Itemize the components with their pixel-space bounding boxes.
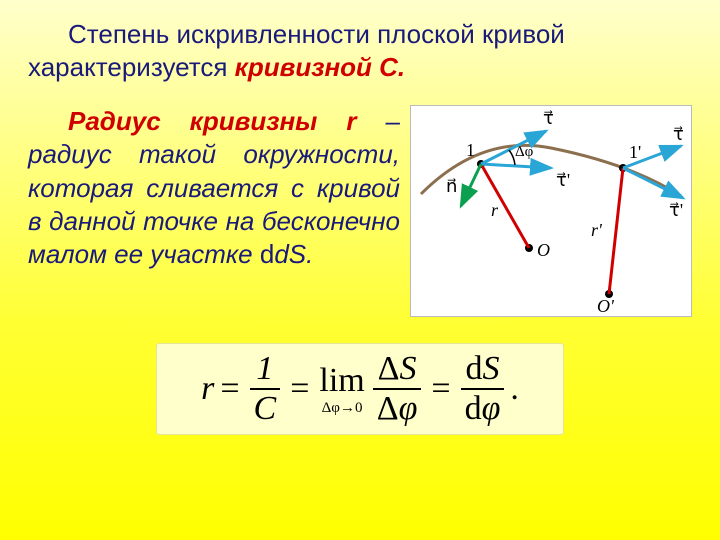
f-r: r — [201, 370, 214, 408]
label-Op: O' — [597, 296, 615, 316]
definition-block: Радиус кривизны r – радиус такой окружно… — [28, 105, 692, 317]
slide: Степень искривленности плоской кривой ха… — [0, 0, 720, 435]
f-eq1: = — [220, 370, 239, 408]
frac-dS: dS dφ — [461, 352, 505, 426]
curvature-diagram: 1 1' τ⃗ τ⃗' τ⃗ τ⃗' n⃗ Δφ r r' O O' — [410, 105, 692, 317]
label-r: r — [491, 200, 499, 220]
label-O: O — [537, 240, 550, 260]
curvature-term: кривизной C. — [235, 52, 406, 82]
label-dphi: Δφ — [515, 144, 534, 160]
frac-DS: ΔS Δφ — [373, 352, 422, 426]
diagram-svg: 1 1' τ⃗ τ⃗' τ⃗ τ⃗' n⃗ Δφ r r' O O' — [411, 106, 691, 316]
label-tau2: τ⃗ — [673, 124, 684, 144]
label-taup: τ⃗' — [556, 170, 570, 190]
formula-box: r = 1 C = lim Δφ→0 ΔS Δφ = dS dφ — [156, 343, 564, 435]
f-eq2: = — [290, 370, 309, 408]
label-tau: τ⃗ — [543, 108, 554, 128]
label-onep: 1' — [629, 142, 641, 162]
f-eq3: = — [431, 370, 450, 408]
label-one: 1 — [466, 140, 475, 160]
definition-text: Радиус кривизны r – радиус такой окружно… — [28, 105, 400, 317]
ds-text: ddS. — [260, 239, 314, 269]
intro-text: Степень искривленности плоской кривой ха… — [28, 18, 692, 83]
radius-title: Радиус кривизны r — [68, 106, 357, 136]
intro-line1: Степень искривленности плоской кривой — [68, 19, 565, 49]
label-rp: r' — [591, 220, 603, 240]
frac-1C: 1 C — [250, 352, 281, 426]
f-dot: . — [510, 370, 519, 408]
label-n: n⃗ — [446, 176, 457, 196]
f-lim: lim Δφ→0 — [319, 362, 364, 417]
label-taup2: τ⃗' — [669, 200, 683, 220]
intro-line2a: характеризуется — [28, 52, 235, 82]
